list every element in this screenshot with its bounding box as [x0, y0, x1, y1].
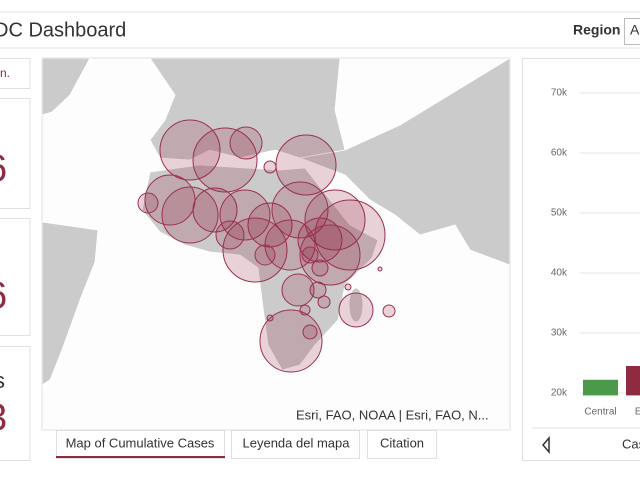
bubble — [216, 221, 244, 249]
y-tick-label: 70k — [551, 88, 568, 99]
bubble — [318, 296, 330, 308]
y-tick-label: 40k — [551, 268, 568, 279]
y-tick-label: 60k — [551, 148, 568, 159]
bubble — [264, 161, 276, 173]
bubble — [378, 267, 382, 271]
bubble — [267, 315, 273, 321]
card-text: n. — [0, 66, 10, 80]
chart-panel — [523, 59, 640, 461]
x-tick-label: Central — [584, 407, 616, 418]
bubble — [345, 284, 351, 290]
y-tick-label: 50k — [551, 208, 568, 219]
bar — [626, 366, 640, 395]
card-label: s — [0, 368, 5, 393]
tab-label: Map of Cumulative Cases — [66, 435, 215, 450]
y-tick-label: 30k — [551, 328, 568, 339]
bubble — [282, 274, 314, 306]
y-tick-label: 20k — [551, 388, 568, 399]
bubble — [302, 247, 318, 263]
bubble — [230, 127, 262, 159]
tab-label: Citation — [380, 435, 424, 450]
tab-label: Leyenda del mapa — [243, 435, 351, 450]
bubble — [138, 193, 158, 213]
dashboard-title: DC Dashboard — [0, 19, 126, 41]
map-attribution: Esri, FAO, NOAA | Esri, FAO, N... — [296, 407, 489, 422]
x-tick-label: Eas — [635, 407, 640, 418]
bar — [583, 380, 618, 396]
bubble — [312, 260, 328, 276]
card-value: 6 — [0, 148, 7, 190]
card-value: 6 — [0, 275, 7, 317]
map[interactable]: Esri, FAO, NOAA | Esri, FAO, N... — [42, 58, 510, 430]
region-value: A — [630, 22, 640, 38]
bubble — [255, 245, 275, 265]
card-value: 3 — [0, 397, 7, 439]
bubble — [383, 305, 395, 317]
chart-footer: Cas — [622, 436, 640, 451]
bubble — [339, 293, 373, 327]
region-label: Region — [573, 22, 620, 38]
